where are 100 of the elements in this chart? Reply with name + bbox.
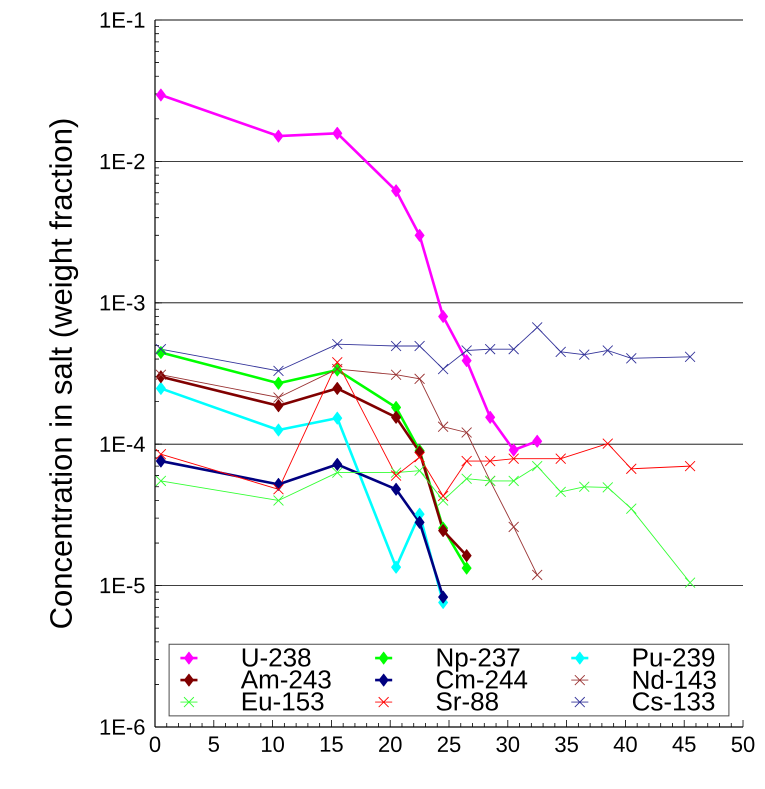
x-tick-label: 25	[438, 736, 460, 752]
point	[684, 351, 696, 362]
point	[332, 467, 343, 478]
x-tick-label: 35	[555, 736, 578, 752]
point	[532, 570, 543, 580]
point	[438, 421, 449, 432]
point	[274, 399, 284, 412]
point	[332, 126, 342, 140]
point	[390, 470, 402, 481]
legend-label: Am-243	[240, 670, 331, 689]
point	[485, 410, 496, 424]
point	[578, 349, 590, 360]
point	[332, 338, 343, 350]
point	[332, 458, 342, 471]
point	[532, 434, 542, 448]
point	[414, 228, 425, 242]
point	[602, 438, 614, 449]
legend-label: Eu-153	[242, 692, 324, 711]
point	[273, 392, 284, 403]
point	[390, 369, 402, 380]
point	[391, 560, 402, 574]
point	[555, 453, 566, 464]
point	[438, 590, 448, 604]
point	[390, 340, 402, 352]
point	[508, 444, 519, 456]
point	[438, 490, 449, 502]
point	[414, 340, 426, 352]
point	[602, 345, 614, 356]
point	[332, 382, 342, 395]
y-axis-title: Concentration in salt (weight fraction)	[49, 120, 78, 628]
point	[274, 130, 284, 143]
point	[462, 354, 472, 368]
point	[438, 524, 448, 538]
point	[273, 484, 284, 495]
legend-label: Pu-239	[634, 648, 714, 667]
legend-label: Np-237	[438, 648, 520, 672]
y-tick-label: 1E-2	[100, 154, 144, 170]
point	[461, 345, 472, 356]
point	[508, 344, 520, 355]
point	[684, 577, 696, 588]
legend-label: Cs-133	[632, 692, 714, 711]
point	[602, 482, 614, 493]
x-tick-label: 50	[732, 736, 754, 752]
point	[461, 473, 472, 484]
x-tick-label: 45	[672, 736, 696, 752]
point	[391, 482, 402, 496]
point	[532, 460, 543, 472]
point	[626, 463, 637, 474]
point	[155, 369, 166, 380]
y-tick-label: 1E-1	[100, 12, 144, 28]
point	[508, 453, 520, 464]
point	[578, 481, 590, 492]
point	[555, 346, 566, 358]
legend-label: Cm-244	[436, 670, 528, 689]
point	[391, 410, 402, 424]
point	[626, 503, 637, 514]
point	[414, 516, 425, 529]
point	[532, 322, 543, 333]
point	[438, 364, 449, 374]
point	[414, 452, 426, 463]
x-tick-label: 0	[150, 736, 160, 752]
y-tick-label: 1E-4	[100, 436, 145, 452]
x-tick-label: 15	[320, 736, 343, 752]
point	[156, 454, 166, 468]
point	[414, 373, 426, 384]
point	[274, 424, 284, 436]
point	[273, 495, 284, 506]
point	[391, 400, 402, 414]
y-tick-label: 1E-6	[100, 719, 145, 735]
point	[273, 365, 284, 376]
point	[438, 310, 448, 323]
legend-label: Sr-88	[436, 692, 498, 711]
x-tick-label: 30	[496, 736, 520, 752]
point	[684, 460, 696, 472]
point	[438, 495, 449, 506]
x-tick-label: 5	[208, 736, 219, 752]
point	[156, 88, 166, 102]
point	[155, 448, 166, 460]
x-tick-label: 40	[614, 736, 637, 752]
point	[508, 522, 520, 532]
point	[155, 344, 166, 355]
point	[391, 184, 402, 198]
point	[461, 427, 472, 438]
point	[508, 476, 520, 486]
point	[484, 456, 496, 466]
point	[461, 456, 472, 466]
point	[484, 344, 496, 355]
y-tick-label: 1E-5	[100, 578, 145, 594]
legend-label: U-238	[242, 648, 310, 667]
x-tick-label: 20	[379, 736, 402, 752]
point	[390, 467, 402, 478]
point	[462, 549, 472, 562]
point	[462, 562, 472, 575]
point	[555, 486, 566, 498]
point	[155, 476, 166, 486]
legend-label: Nd-143	[634, 670, 716, 690]
point	[626, 352, 637, 364]
point	[332, 412, 342, 425]
point	[414, 465, 426, 476]
point	[156, 382, 166, 395]
